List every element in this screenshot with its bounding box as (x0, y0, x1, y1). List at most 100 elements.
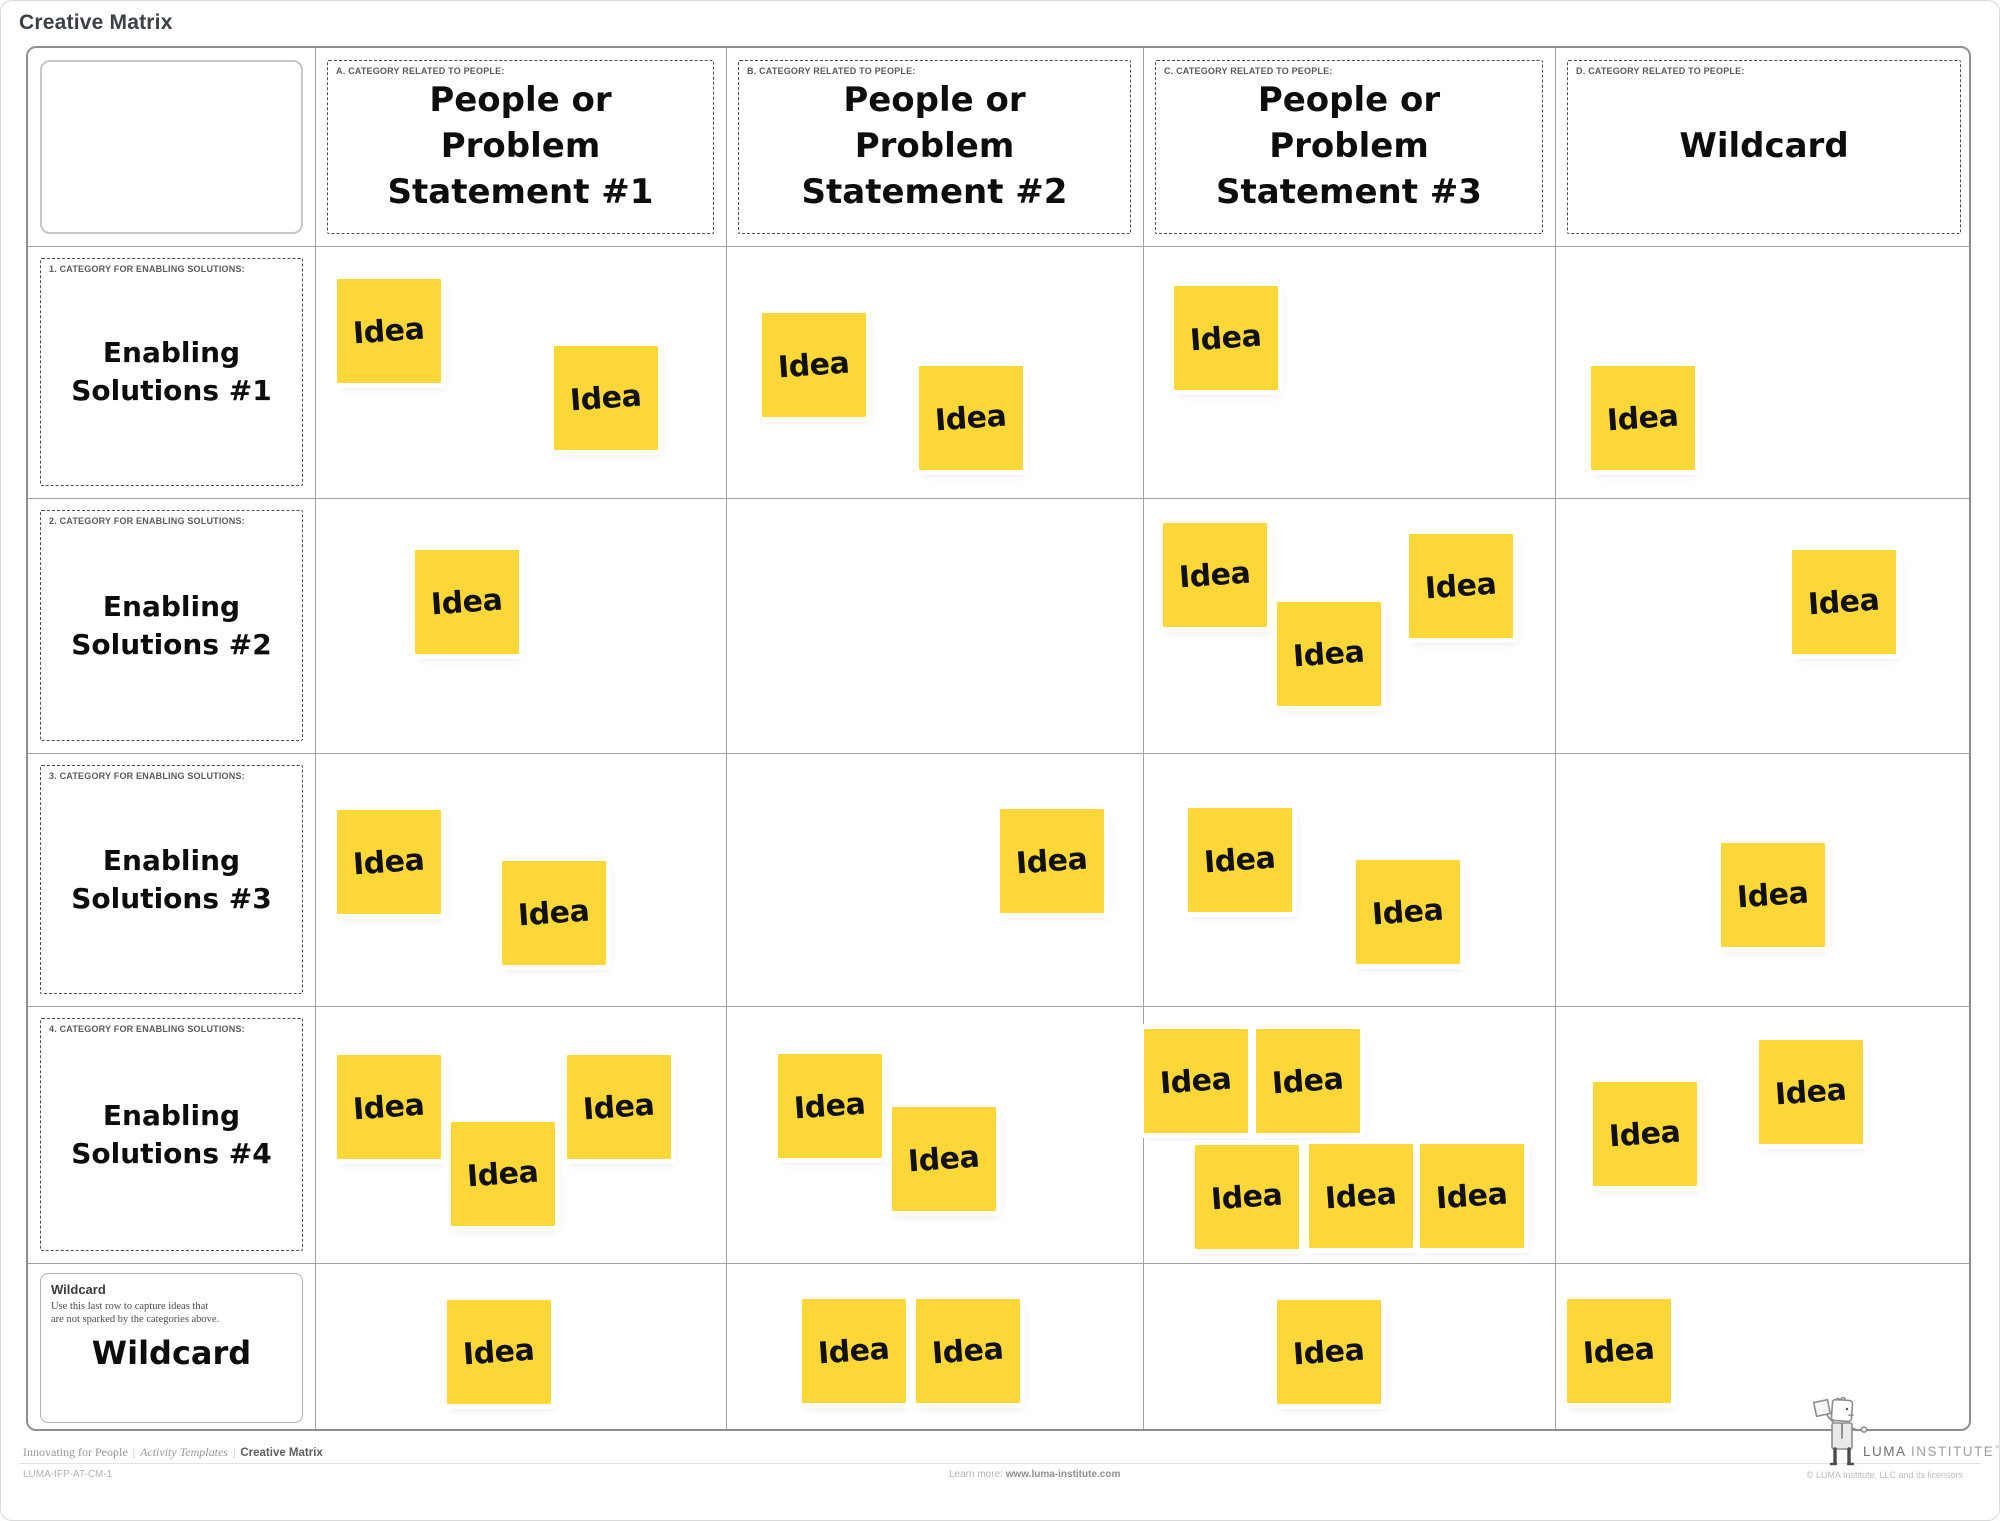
sticky-note-label: Idea (1608, 1114, 1682, 1154)
sticky-note[interactable]: Idea (1567, 1299, 1671, 1403)
sticky-note[interactable]: Idea (451, 1122, 555, 1226)
row-label: Enabling Solutions #1 (71, 336, 272, 407)
row-category-tag: 3. CATEGORY FOR ENABLING SOLUTIONS: (49, 771, 245, 781)
sticky-note[interactable]: Idea (1277, 602, 1381, 706)
grid-hline-4 (28, 1006, 1969, 1007)
sticky-note[interactable]: Idea (554, 346, 658, 450)
sticky-note-label: Idea (1736, 875, 1810, 915)
column-header-2[interactable]: B. CATEGORY RELATED TO PEOPLE: People or … (738, 60, 1131, 234)
sticky-note-label: Idea (907, 1139, 981, 1179)
column-header-4[interactable]: D. CATEGORY RELATED TO PEOPLE: Wildcard (1567, 60, 1961, 234)
luma-url: www.luma-institute.com (1005, 1469, 1121, 1480)
sticky-note[interactable]: Idea (1000, 809, 1104, 913)
sticky-note-label: Idea (1292, 634, 1366, 674)
sticky-note[interactable]: Idea (1420, 1144, 1524, 1248)
sticky-note-label: Idea (1178, 555, 1252, 595)
sticky-note-label: Idea (777, 345, 851, 385)
document-code: LUMA-IFP-AT-CM-1 (23, 1469, 113, 1480)
sticky-note[interactable]: Idea (1188, 808, 1292, 912)
sticky-note[interactable]: Idea (415, 550, 519, 654)
sticky-note-label: Idea (352, 842, 426, 882)
sticky-note[interactable]: Idea (567, 1055, 671, 1159)
sticky-note-label: Idea (1271, 1061, 1345, 1101)
sticky-note[interactable]: Idea (502, 861, 606, 965)
sticky-note[interactable]: Idea (802, 1299, 906, 1403)
sticky-note-label: Idea (352, 311, 426, 351)
row-header-2[interactable]: 2. CATEGORY FOR ENABLING SOLUTIONS: Enabl… (40, 510, 303, 741)
sticky-note-label: Idea (1324, 1176, 1398, 1216)
wildcard-heading: Wildcard (51, 1282, 106, 1297)
sticky-note-label: Idea (517, 893, 591, 933)
sticky-note-label: Idea (582, 1087, 656, 1127)
sticky-note-label: Idea (569, 378, 643, 418)
sticky-note[interactable]: Idea (1409, 534, 1513, 638)
sticky-note[interactable]: Idea (1256, 1029, 1360, 1133)
sticky-note-label: Idea (1774, 1072, 1848, 1112)
column-category-tag: B. CATEGORY RELATED TO PEOPLE: (747, 66, 916, 76)
sticky-note[interactable]: Idea (916, 1299, 1020, 1403)
sticky-note[interactable]: Idea (1174, 286, 1278, 390)
sticky-note-label: Idea (1582, 1331, 1656, 1371)
row-header-1[interactable]: 1. CATEGORY FOR ENABLING SOLUTIONS: Enabl… (40, 258, 303, 486)
sticky-note-label: Idea (1159, 1061, 1233, 1101)
column-category-tag: A. CATEGORY RELATED TO PEOPLE: (336, 66, 505, 76)
sticky-note-label: Idea (1189, 318, 1263, 358)
sticky-note-label: Idea (1424, 566, 1498, 606)
copyright-notice: © LUMA Institute, LLC and its licensors (1806, 1470, 1963, 1480)
footer-divider (19, 1463, 1981, 1464)
column-category-tag: D. CATEGORY RELATED TO PEOPLE: (1576, 66, 1745, 76)
sticky-note[interactable]: Idea (919, 366, 1023, 470)
grid-vline-1 (315, 48, 316, 1429)
sticky-note-label: Idea (934, 398, 1008, 438)
row-label: Enabling Solutions #4 (71, 1098, 272, 1170)
sticky-note[interactable]: Idea (1759, 1040, 1863, 1144)
row-header-3[interactable]: 3. CATEGORY FOR ENABLING SOLUTIONS: Enabl… (40, 765, 303, 994)
sticky-note[interactable]: Idea (762, 313, 866, 417)
sticky-note-label: Idea (1606, 398, 1680, 438)
sticky-note[interactable]: Idea (337, 279, 441, 383)
column-header-1[interactable]: A. CATEGORY RELATED TO PEOPLE: People or … (327, 60, 714, 234)
sticky-note[interactable]: Idea (1195, 1145, 1299, 1249)
sticky-note[interactable]: Idea (1792, 550, 1896, 654)
sticky-note-label: Idea (793, 1086, 867, 1126)
sticky-note-label: Idea (430, 582, 504, 622)
grid-vline-3 (1143, 48, 1144, 1429)
sticky-note[interactable]: Idea (337, 810, 441, 914)
sticky-note-label: Idea (466, 1154, 540, 1194)
sticky-note-label: Idea (1292, 1332, 1366, 1372)
sticky-note[interactable]: Idea (1144, 1029, 1248, 1133)
sticky-note-label: Idea (1203, 840, 1277, 880)
row-category-tag: 2. CATEGORY FOR ENABLING SOLUTIONS: (49, 516, 245, 526)
sticky-note-label: Idea (1210, 1177, 1284, 1217)
column-header-3[interactable]: C. CATEGORY RELATED TO PEOPLE: People or … (1155, 60, 1543, 234)
grid-hline-2 (28, 498, 1969, 499)
row-category-tag: 1. CATEGORY FOR ENABLING SOLUTIONS: (49, 264, 245, 274)
sticky-note[interactable]: Idea (1277, 1300, 1381, 1404)
sticky-note[interactable]: Idea (1356, 860, 1460, 964)
sticky-note[interactable]: Idea (337, 1055, 441, 1159)
column-label: People or Problem Statement #3 (1216, 80, 1482, 212)
row-category-tag: 4. CATEGORY FOR ENABLING SOLUTIONS: (49, 1024, 245, 1034)
corner-placeholder-box (40, 60, 303, 234)
sticky-note[interactable]: Idea (447, 1300, 551, 1404)
sticky-note[interactable]: Idea (892, 1107, 996, 1211)
grid-vline-4 (1555, 48, 1556, 1429)
page-title: Creative Matrix (19, 11, 173, 34)
column-label: People or Problem Statement #2 (801, 80, 1068, 212)
sticky-note[interactable]: Idea (1591, 366, 1695, 470)
sticky-note[interactable]: Idea (1593, 1082, 1697, 1186)
wildcard-row-header[interactable]: Wildcard Use this last row to capture id… (40, 1273, 303, 1423)
sticky-note-label: Idea (817, 1331, 891, 1371)
sticky-note[interactable]: Idea (1721, 843, 1825, 947)
grid-hline-1 (28, 246, 1969, 247)
sticky-note[interactable]: Idea (1309, 1144, 1413, 1248)
row-label: Enabling Solutions #3 (71, 843, 272, 915)
row-header-4[interactable]: 4. CATEGORY FOR ENABLING SOLUTIONS: Enabl… (40, 1018, 303, 1251)
learn-more-text: Learn more: www.luma-institute.com (949, 1469, 1121, 1480)
wildcard-row-label: Wildcard (91, 1334, 252, 1373)
sticky-note-label: Idea (931, 1331, 1005, 1371)
sticky-note[interactable]: Idea (778, 1054, 882, 1158)
row-label: Enabling Solutions #2 (71, 589, 272, 661)
grid-vline-2 (726, 48, 727, 1429)
sticky-note[interactable]: Idea (1163, 523, 1267, 627)
